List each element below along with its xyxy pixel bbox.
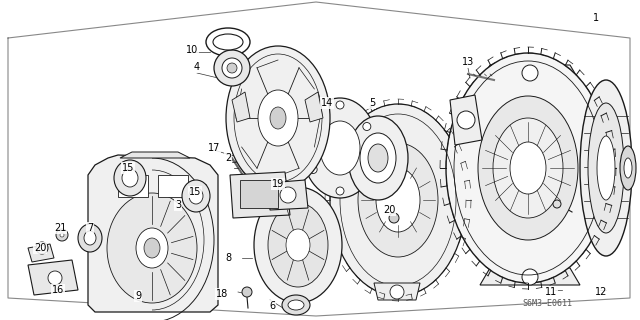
Ellipse shape	[78, 224, 102, 252]
Text: 9: 9	[135, 291, 141, 301]
Polygon shape	[230, 172, 290, 218]
Ellipse shape	[286, 229, 310, 261]
Ellipse shape	[122, 169, 138, 187]
Ellipse shape	[84, 231, 96, 245]
Ellipse shape	[214, 50, 250, 86]
Text: 5: 5	[369, 98, 375, 108]
Ellipse shape	[588, 103, 624, 233]
Ellipse shape	[189, 188, 203, 204]
Polygon shape	[450, 95, 482, 145]
Ellipse shape	[376, 168, 420, 232]
Circle shape	[242, 287, 252, 297]
Ellipse shape	[624, 158, 632, 178]
Text: 12: 12	[595, 287, 607, 297]
Ellipse shape	[330, 104, 466, 296]
Ellipse shape	[254, 187, 342, 303]
Text: 10: 10	[186, 45, 198, 55]
Circle shape	[457, 111, 475, 129]
Polygon shape	[268, 180, 308, 210]
Circle shape	[48, 271, 62, 285]
Text: 7: 7	[87, 223, 93, 233]
Bar	[158, 175, 188, 197]
Polygon shape	[28, 260, 78, 295]
Ellipse shape	[107, 193, 197, 303]
Text: 20: 20	[34, 243, 46, 253]
Ellipse shape	[348, 116, 408, 200]
Circle shape	[336, 101, 344, 109]
Ellipse shape	[226, 46, 330, 190]
Polygon shape	[88, 155, 218, 312]
Circle shape	[36, 242, 48, 254]
Text: 15: 15	[122, 163, 134, 173]
Polygon shape	[480, 65, 580, 82]
Ellipse shape	[478, 96, 578, 240]
Circle shape	[553, 200, 561, 208]
Text: 4: 4	[194, 62, 200, 72]
Ellipse shape	[493, 118, 563, 218]
Text: 20: 20	[383, 205, 395, 215]
Text: S6M3–E0611: S6M3–E0611	[522, 299, 572, 308]
Text: 14: 14	[321, 98, 333, 108]
Text: 18: 18	[216, 289, 228, 299]
Circle shape	[522, 269, 538, 285]
Ellipse shape	[358, 143, 438, 257]
Circle shape	[336, 187, 344, 195]
Text: 15: 15	[189, 187, 201, 197]
Text: 13: 13	[462, 57, 474, 67]
Polygon shape	[232, 92, 250, 122]
Bar	[240, 180, 278, 208]
Ellipse shape	[510, 142, 546, 194]
Text: 16: 16	[52, 285, 64, 295]
Circle shape	[280, 187, 296, 203]
Circle shape	[309, 123, 317, 131]
Ellipse shape	[182, 180, 210, 212]
Ellipse shape	[288, 300, 304, 310]
Ellipse shape	[320, 121, 360, 175]
Ellipse shape	[580, 80, 632, 256]
Circle shape	[390, 285, 404, 299]
Polygon shape	[480, 268, 580, 285]
Text: 17: 17	[208, 143, 220, 153]
Text: 6: 6	[269, 301, 275, 311]
Text: 11: 11	[545, 287, 557, 297]
Text: 19: 19	[272, 179, 284, 189]
Text: 3: 3	[175, 200, 181, 210]
Ellipse shape	[258, 90, 298, 146]
Ellipse shape	[114, 160, 146, 196]
Text: 1: 1	[593, 13, 599, 23]
Polygon shape	[305, 92, 323, 122]
Circle shape	[389, 213, 399, 223]
Ellipse shape	[227, 63, 237, 73]
Text: 21: 21	[54, 223, 66, 233]
Ellipse shape	[446, 53, 610, 283]
Circle shape	[363, 123, 371, 131]
Ellipse shape	[144, 238, 160, 258]
Ellipse shape	[302, 98, 378, 198]
Ellipse shape	[222, 58, 242, 78]
Ellipse shape	[270, 107, 286, 129]
Circle shape	[60, 233, 64, 237]
Ellipse shape	[368, 144, 388, 172]
Ellipse shape	[282, 295, 310, 315]
Ellipse shape	[136, 228, 168, 268]
Circle shape	[363, 165, 371, 173]
Bar	[118, 175, 148, 197]
Ellipse shape	[360, 133, 396, 183]
Text: 2: 2	[225, 153, 231, 163]
Ellipse shape	[620, 146, 636, 190]
Circle shape	[56, 229, 68, 241]
Polygon shape	[120, 152, 190, 158]
Text: 8: 8	[225, 253, 231, 263]
Ellipse shape	[213, 34, 243, 50]
Ellipse shape	[268, 203, 328, 287]
Circle shape	[522, 65, 538, 81]
Circle shape	[39, 245, 45, 251]
Circle shape	[309, 165, 317, 173]
Ellipse shape	[597, 136, 615, 200]
Polygon shape	[28, 244, 54, 262]
Polygon shape	[374, 283, 420, 300]
